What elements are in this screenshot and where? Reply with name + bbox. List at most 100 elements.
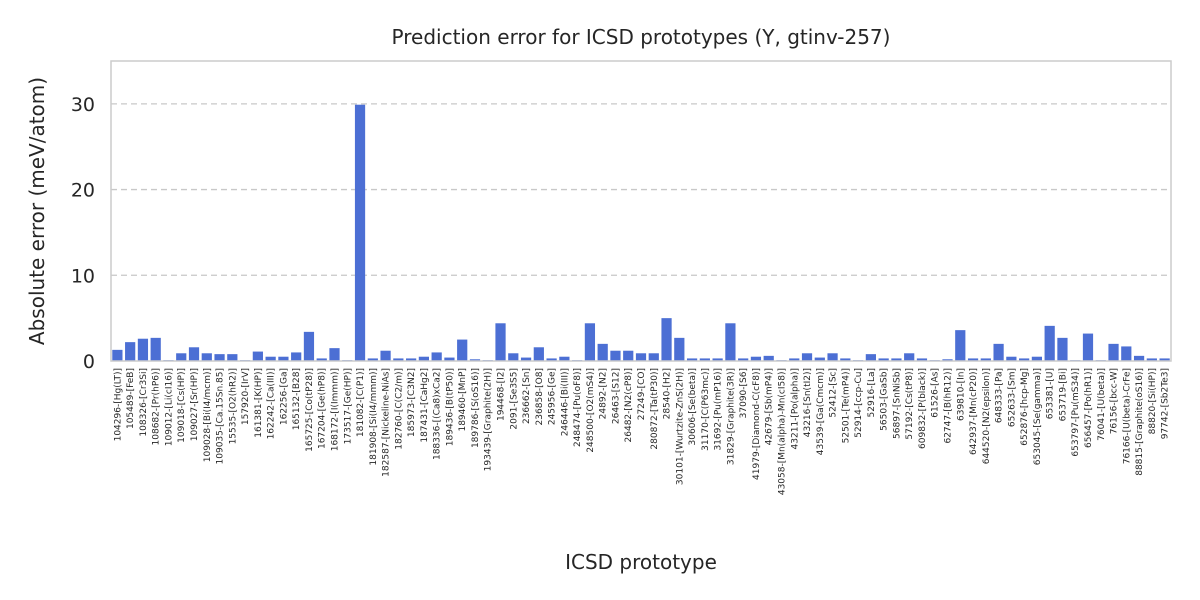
bar xyxy=(265,356,276,361)
bar xyxy=(316,358,327,361)
x-tick-label: 161381-[K(HP)] xyxy=(254,368,264,438)
bar xyxy=(686,358,698,361)
x-tick-label: 246446-[Bi(III)] xyxy=(560,368,570,436)
bar xyxy=(610,350,621,361)
bar xyxy=(380,350,391,361)
bar xyxy=(763,355,774,361)
bar xyxy=(252,351,263,361)
x-tick-label: 188336-[(Ca8)xCa2] xyxy=(433,368,443,460)
x-tick-label: 173517-[Ge(HP)] xyxy=(343,368,353,444)
x-tick-label: 194468-[I2] xyxy=(497,368,507,421)
bar xyxy=(125,342,136,361)
chart-title: Prediction error for ICSD prototypes (Y,… xyxy=(392,25,891,49)
x-tick-label: 185973-[C3N2] xyxy=(407,368,417,437)
x-tick-label: 2091-[Se3S5] xyxy=(509,368,519,430)
bar xyxy=(597,343,608,361)
x-tick-label: 56503-[GaSb] xyxy=(880,368,890,431)
x-tick-label: 653719-[Bi] xyxy=(1058,368,1068,421)
y-tick-label: 30 xyxy=(71,94,95,116)
bar xyxy=(699,358,710,361)
x-tick-label: 189460-[MnP] xyxy=(458,368,468,432)
bar xyxy=(508,353,519,361)
bar xyxy=(827,353,838,361)
x-tick-label: 245956-[Ge] xyxy=(548,368,558,425)
bar xyxy=(840,358,851,361)
bar xyxy=(584,323,596,361)
x-tick-label: 61526-[As] xyxy=(931,368,941,418)
bar xyxy=(188,347,200,361)
bar xyxy=(112,349,123,361)
bar xyxy=(623,350,634,361)
bar xyxy=(674,337,685,361)
x-tick-label: 57192-[Cs(tP8)] xyxy=(905,368,915,440)
bar xyxy=(520,357,532,361)
x-tick-label: 31829-[Graphite(3R)] xyxy=(726,368,736,465)
x-tick-label: 62747-[B(hR12)] xyxy=(944,368,954,444)
bar xyxy=(559,356,570,361)
x-tick-label: 52916-[La] xyxy=(867,368,877,417)
bar xyxy=(1057,337,1068,361)
bar xyxy=(725,323,736,361)
bar xyxy=(891,358,902,361)
bar xyxy=(955,330,966,361)
bar xyxy=(1019,358,1030,361)
x-tick-label: 187431-[CaHg2] xyxy=(420,368,430,443)
x-tick-label: 76156-[bcc-W] xyxy=(1110,368,1120,434)
bars xyxy=(112,104,1170,361)
x-tick-label: 182587-[Nickeline-NiAs] xyxy=(382,368,392,477)
bar xyxy=(993,343,1004,361)
bar xyxy=(916,358,928,361)
bar xyxy=(967,358,979,361)
x-tick-label: 109035-[Ca.15Sn.85] xyxy=(216,368,226,464)
bar xyxy=(367,358,378,361)
bar xyxy=(712,358,723,361)
bar xyxy=(150,337,161,361)
x-tick-label: 31170-[C(P63mc)] xyxy=(701,368,711,451)
x-tick-label: 248474-[Pu(oF8)] xyxy=(573,368,583,447)
x-tick-label: 27249-[CO] xyxy=(637,368,647,420)
bar xyxy=(878,358,889,361)
x-tick-label: 189436-[B(tP50)] xyxy=(445,368,455,446)
bar xyxy=(278,356,289,361)
y-tick-label: 20 xyxy=(71,180,95,202)
bar xyxy=(495,323,506,361)
bar xyxy=(1044,325,1055,361)
x-tick-label: 108682-[Pr(hP6)] xyxy=(152,368,162,445)
x-tick-label: 109028-[Bi(I4/mcm)] xyxy=(203,368,213,462)
x-tick-label: 52914-[ccp-Cu] xyxy=(854,368,864,438)
bar xyxy=(533,347,544,361)
x-tick-label: 165725-[Co(tP28)] xyxy=(305,368,315,452)
x-tick-label: 42679-[Sb(mP4)] xyxy=(765,368,775,445)
bar xyxy=(865,354,876,361)
x-tick-label: 653797-[Pu(mS34)] xyxy=(1071,368,1081,457)
bar xyxy=(1121,346,1132,361)
x-tick-label: 52501-[Te(mP4)] xyxy=(841,368,851,443)
bar xyxy=(431,352,442,361)
bar xyxy=(444,357,455,361)
bar xyxy=(980,358,991,361)
x-tick-label: 652633-[Sm] xyxy=(1007,368,1017,427)
x-tick-label: 26482-[N2(cP8)] xyxy=(624,368,634,442)
x-tick-label: 193439-[Graphite(2H)] xyxy=(484,368,494,471)
bar xyxy=(546,358,557,361)
x-tick-label: 648333-[Pa] xyxy=(995,368,1005,423)
x-tick-label: 181908-[Si(I4/mmm)] xyxy=(369,368,379,466)
x-tick-label: 181082-[C(P1)] xyxy=(356,368,366,437)
x-tick-label: 165132-[B28] xyxy=(292,368,302,430)
x-tick-label: 642937-[Mn(cP20)] xyxy=(969,368,979,455)
y-tick-labels: 0 10 20 30 xyxy=(71,94,95,373)
bar xyxy=(176,353,187,361)
x-tick-label: 162256-[Ga] xyxy=(279,368,289,425)
bar xyxy=(303,331,315,361)
x-tick-label: 104296-[Hg(LT)] xyxy=(113,368,123,441)
x-tick-label: 26463-[S12] xyxy=(611,368,621,424)
bar xyxy=(329,348,340,361)
bar xyxy=(201,353,212,361)
x-tick-label: 97742-[Sb2Te3] xyxy=(1161,368,1171,439)
bar xyxy=(227,354,238,361)
bar xyxy=(750,356,762,361)
bar xyxy=(648,353,659,361)
bar xyxy=(801,353,813,361)
bar xyxy=(1133,355,1145,361)
